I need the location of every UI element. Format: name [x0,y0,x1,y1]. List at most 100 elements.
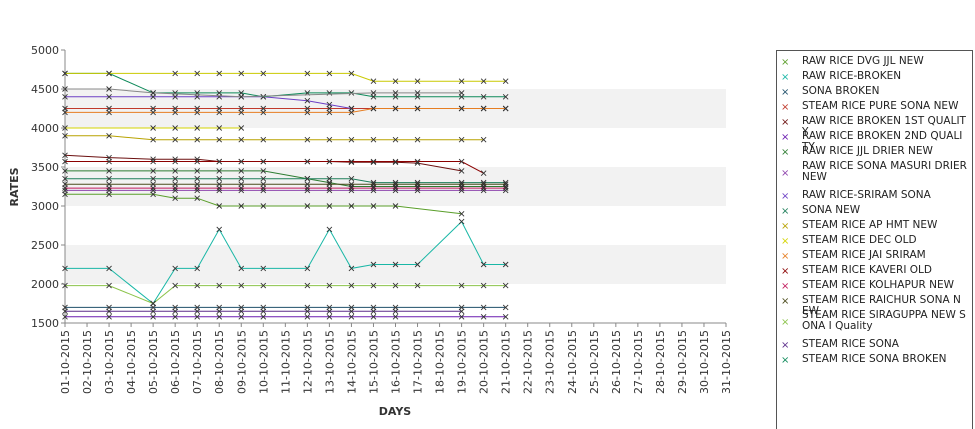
y-tick-label: 2500 [31,239,59,252]
x-tick-label: 28-10-2015 [654,330,667,394]
data-point [348,136,355,143]
data-point [458,181,465,187]
data-point [62,93,68,100]
data-point [194,168,201,174]
data-point [458,158,465,165]
data-point [480,313,487,320]
data-point [458,187,465,194]
data-point [106,181,112,187]
series-line [65,135,484,141]
data-point [106,282,112,289]
data-point [62,181,68,187]
x-tick-label: 30-10-2015 [698,330,711,394]
data-point [326,226,333,233]
legend-label: RAW RICE JJL DRIER NEW [802,145,933,157]
data-point [62,168,68,174]
data-point [216,158,223,165]
series-raw-rice-sriram-sona [62,93,355,112]
legend-marker-icon: × [781,117,790,128]
data-point [370,90,377,96]
data-point [172,156,178,163]
x-tick-label: 12-10-2015 [301,330,314,394]
x-tick-label: 11-10-2015 [279,330,292,394]
data-point [414,158,421,165]
data-point [172,282,178,289]
legend-label: SONA NEW [802,204,861,216]
data-point [172,265,178,272]
data-point [62,187,68,194]
data-point [106,158,112,165]
legend-marker-icon: × [781,191,790,202]
series-steam-rice-sona [62,308,465,315]
data-point [238,308,245,315]
x-tick-label: 22-10-2015 [522,330,535,394]
legend-marker-icon: × [781,221,790,232]
series-raw-rice-broken-2nd-quality [62,313,509,320]
x-tick-label: 08-10-2015 [213,330,226,394]
y-tick-label: 4000 [31,122,59,135]
y-axis-title: RATES [8,167,21,206]
series-steam-rice-ap-hmt-new [62,132,487,143]
data-point [480,261,487,268]
data-point [150,300,156,307]
series-sona-broken [62,304,509,311]
data-point [304,136,311,143]
x-tick-label: 07-10-2015 [191,330,204,394]
data-point [480,93,487,100]
data-point [326,101,333,108]
data-point [172,90,178,96]
y-tick-label: 2000 [31,278,59,291]
x-tick-label: 01-10-2015 [59,330,72,394]
data-point [304,70,311,77]
data-point [392,90,399,96]
data-point [502,187,509,194]
data-point [216,282,223,289]
legend-marker-icon: × [781,147,790,158]
data-point [458,210,465,217]
data-point [216,187,223,194]
x-tick-label: 24-10-2015 [566,330,579,394]
data-point [414,105,421,112]
data-point [392,261,399,268]
data-point [106,168,112,174]
legend-label: STEAM RICE JAI SRIRAM [802,249,926,261]
data-point [260,175,267,182]
data-point [172,136,178,143]
legend-label: STEAM RICE DEC OLD [802,234,917,246]
data-point [326,70,333,77]
data-point [150,125,156,131]
series-steam-rice-raichur-sona-new [62,181,509,187]
data-point [150,109,156,116]
data-point [304,97,311,104]
data-point [238,158,245,165]
data-point [260,187,267,194]
legend-marker-icon: × [781,251,790,262]
data-point [172,181,178,187]
legend-label: STEAM RICE KOLHAPUR NEW [802,279,955,291]
data-point [480,105,487,112]
data-point [194,70,201,77]
x-tick-label: 17-10-2015 [412,330,425,394]
data-point [304,181,311,187]
data-point [62,175,68,182]
data-point [62,158,68,165]
data-point [260,203,267,209]
data-point [458,90,465,96]
series-sona-new [62,175,509,186]
x-tick-label: 02-10-2015 [81,330,94,394]
data-point [502,261,509,268]
data-point [260,109,267,116]
data-point [260,158,267,165]
data-point [106,132,112,139]
data-point [326,136,333,143]
y-tick-label: 3000 [31,200,59,213]
data-point [480,78,487,85]
data-point [348,308,355,315]
data-point [348,203,355,209]
data-point [392,158,399,165]
data-point [62,265,68,272]
series-steam-rice-siraguppa-new-sona-i-quality [62,282,509,307]
series-steam-rice-kaveri-old [62,158,487,177]
data-point [392,136,399,143]
x-tick-label: 15-10-2015 [367,330,380,394]
